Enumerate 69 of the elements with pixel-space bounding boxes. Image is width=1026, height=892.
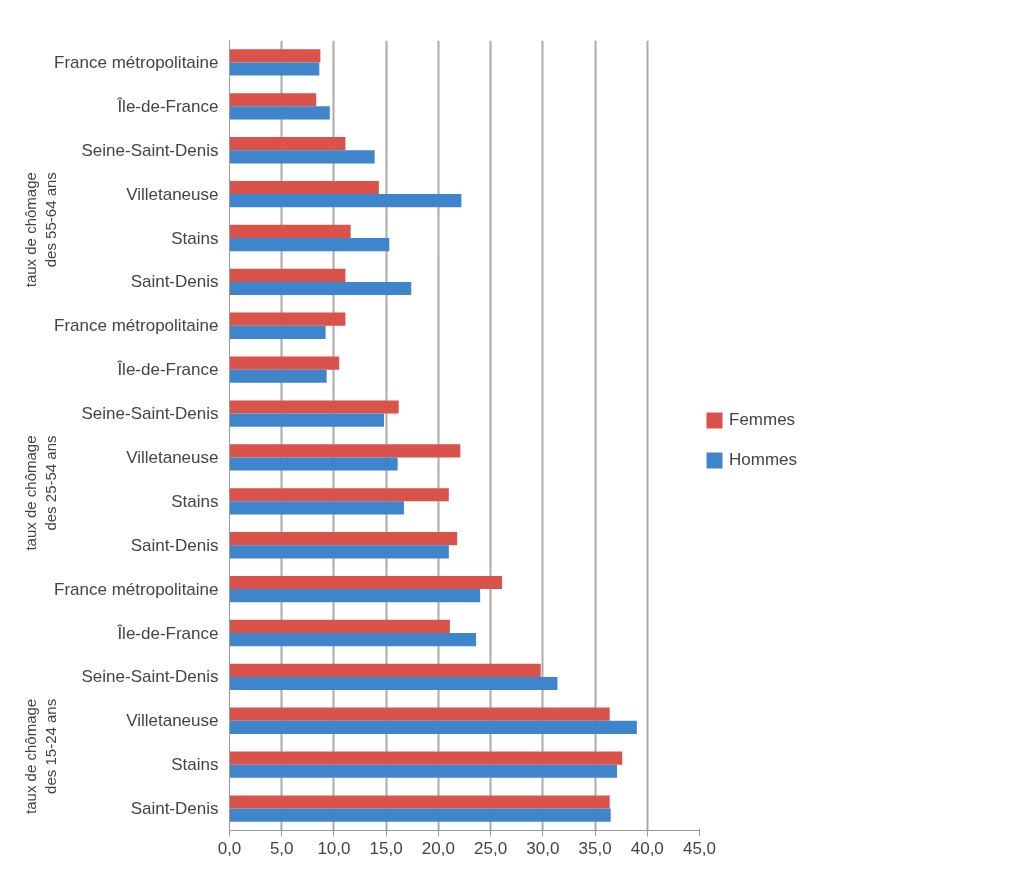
y-tick-label: France métropolitaine <box>54 52 219 72</box>
y-tick-label: France métropolitaine <box>54 316 219 336</box>
bar <box>229 194 462 208</box>
bar <box>229 400 399 414</box>
bar <box>229 268 346 282</box>
bar <box>229 106 330 120</box>
x-tick-label: 20,0 <box>421 838 455 858</box>
y-tick-label: Villetaneuse <box>126 711 219 731</box>
bar <box>229 325 326 339</box>
bar <box>229 356 340 370</box>
bar <box>229 62 320 76</box>
bar <box>229 575 503 590</box>
x-tick-label: 45,0 <box>682 838 717 858</box>
y-tick-label: Seine-Saint-Denis <box>81 404 219 424</box>
x-tick-label: 5,0 <box>269 838 294 858</box>
bar <box>229 224 351 238</box>
y-tick-label: Villetaneuse <box>126 184 219 204</box>
bar <box>229 501 404 515</box>
bar <box>229 444 461 458</box>
text: taux de chômage des 25-54 ans <box>21 435 60 551</box>
text: taux de chômage des 15-24 ans <box>21 698 60 814</box>
bar <box>229 707 610 721</box>
bar <box>229 633 476 647</box>
y-tick-label: Saint-Denis <box>130 272 219 292</box>
x-tick-label: 25,0 <box>474 838 508 858</box>
y-tick-label: Île-de-France <box>116 96 219 116</box>
y-tick-label: Stains <box>171 491 219 511</box>
bar <box>229 720 637 734</box>
legend-label: Femmes <box>729 410 796 430</box>
x-tick-label: 35,0 <box>578 838 612 858</box>
x-tick-label: 10,0 <box>317 838 351 858</box>
bar <box>229 180 379 195</box>
bar <box>229 457 398 471</box>
x-tick-label: 30,0 <box>526 838 560 858</box>
bar <box>229 619 450 633</box>
bar <box>229 663 541 677</box>
y-tick-label: Seine-Saint-Denis <box>81 140 219 160</box>
x-tick-label: 15,0 <box>369 838 403 858</box>
bar <box>229 137 346 151</box>
y-tick-label: Saint-Denis <box>130 799 219 819</box>
bar <box>229 751 623 765</box>
x-tick-label: 40,0 <box>630 838 664 858</box>
bar <box>229 488 449 502</box>
y-tick-label: Saint-Denis <box>130 535 219 555</box>
legend-label: Hommes <box>729 450 798 470</box>
bar <box>229 150 375 164</box>
bar <box>229 795 610 809</box>
y-tick-label: Île-de-France <box>116 360 219 380</box>
bar <box>229 532 458 546</box>
y-tick-label: Île-de-France <box>116 623 219 643</box>
bar <box>229 49 321 63</box>
bar <box>229 238 390 252</box>
bar <box>229 545 449 559</box>
text: taux de chômage des 55-64 ans <box>21 172 60 288</box>
bar <box>229 589 481 603</box>
y-tick-label: France métropolitaine <box>54 579 219 599</box>
y-tick-label: Stains <box>171 755 219 775</box>
x-tick-label: 0,0 <box>217 838 242 858</box>
bar <box>229 93 317 107</box>
bar <box>229 808 611 822</box>
bar <box>229 413 385 427</box>
bar <box>229 312 346 326</box>
bar <box>229 676 558 691</box>
y-tick-label: Stains <box>171 228 219 248</box>
bar <box>229 281 412 296</box>
y-tick-label: Villetaneuse <box>126 447 219 467</box>
bar <box>229 369 327 383</box>
bar <box>229 764 617 778</box>
y-tick-label: Seine-Saint-Denis <box>81 667 219 687</box>
